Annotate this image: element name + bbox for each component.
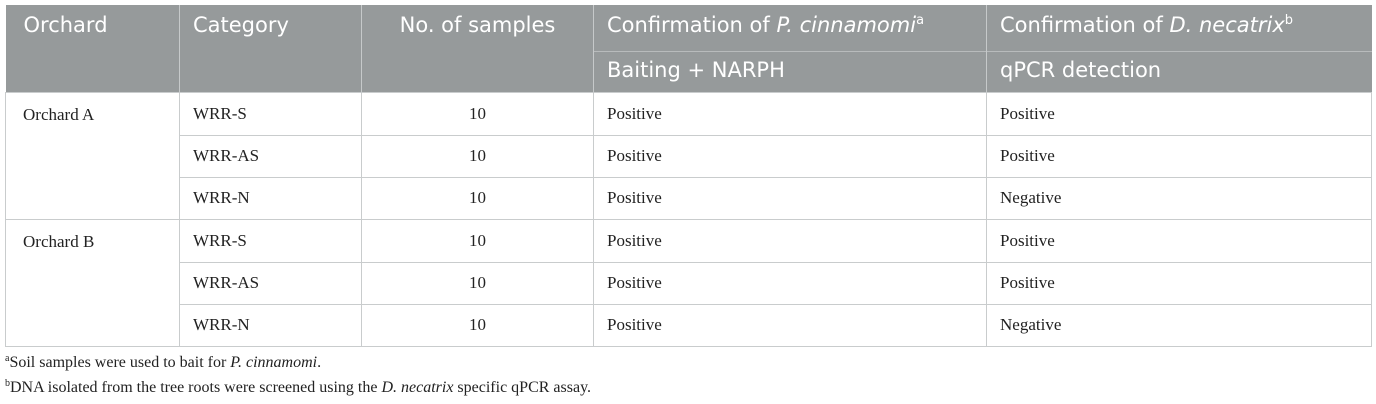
header-confirm-prefix: Confirmation of [607, 13, 777, 37]
pcinnamomi-cell: Positive [593, 303, 987, 347]
table-header: Orchard Category No. of samples Confirma… [5, 5, 1372, 92]
dnecatrix-cell: Positive [986, 91, 1372, 136]
footnote-species: P. cinnamomi [230, 354, 318, 371]
dnecatrix-cell: Positive [986, 134, 1372, 178]
footnote-mark: a [916, 13, 925, 28]
header-confirm-pcinnamomi: Confirmation of P. cinnamomia [593, 5, 987, 51]
footnote-mark: a [5, 353, 10, 364]
header-orchard: Orchard [5, 5, 180, 51]
category-cell: WRR-N [179, 303, 362, 347]
category-cell: WRR-S [179, 91, 362, 136]
footnote-a: aSoil samples were used to bait for P. c… [5, 353, 321, 372]
header-confirm-dnecatrix: Confirmation of D. necatrixb [986, 5, 1372, 51]
category-cell: WRR-N [179, 176, 362, 220]
footnote-text: Soil samples were used to bait for [9, 354, 231, 371]
samples-cell: 10 [361, 134, 594, 178]
footnote-b: bDNA isolated from the tree roots were s… [5, 378, 591, 397]
table-row: WRR-AS 10 Positive Positive [6, 261, 1372, 305]
samples-cell: 10 [361, 91, 594, 136]
footnote-mark: b [1284, 13, 1294, 28]
footnote-end: specific qPCR assay. [453, 379, 592, 396]
category-cell: WRR-AS [179, 134, 362, 178]
header-samples: No. of samples [361, 5, 594, 51]
samples-cell: 10 [361, 176, 594, 220]
dnecatrix-cell: Positive [986, 218, 1372, 263]
samples-cell: 10 [361, 261, 594, 305]
samples-cell: 10 [361, 218, 594, 263]
header-empty [179, 51, 362, 92]
pcinnamomi-cell: Positive [593, 91, 987, 136]
pcinnamomi-cell: Positive [593, 134, 987, 178]
header-empty [5, 51, 180, 92]
samples-cell: 10 [361, 303, 594, 347]
header-method-pcinnamomi: Baiting + NARPH [593, 50, 987, 92]
header-species: P. cinnamomi [776, 13, 917, 37]
header-species: D. necatrix [1169, 13, 1285, 37]
pcinnamomi-cell: Positive [593, 176, 987, 220]
footnote-species: D. necatrix [381, 379, 454, 396]
results-table: Orchard Category No. of samples Confirma… [5, 5, 1372, 347]
pcinnamomi-cell: Positive [593, 261, 987, 305]
category-cell: WRR-AS [179, 261, 362, 305]
dnecatrix-cell: Negative [986, 176, 1372, 220]
footnote-end: . [317, 354, 322, 371]
footnote-text: DNA isolated from the tree roots were sc… [10, 379, 382, 396]
table-row: WRR-N 10 Positive Negative [6, 303, 1372, 347]
table-row: WRR-N 10 Positive Negative [6, 176, 1372, 220]
header-category: Category [179, 5, 362, 51]
dnecatrix-cell: Negative [986, 303, 1372, 347]
header-empty [361, 51, 594, 92]
header-method-dnecatrix: qPCR detection [986, 50, 1372, 92]
dnecatrix-cell: Positive [986, 261, 1372, 305]
orchard-cell: Orchard A [5, 91, 180, 220]
table-row: WRR-AS 10 Positive Positive [6, 134, 1372, 178]
table-body: Orchard A WRR-S 10 Positive Positive WRR… [5, 91, 1372, 347]
pcinnamomi-cell: Positive [593, 218, 987, 263]
category-cell: WRR-S [179, 218, 362, 263]
header-row-methods: Baiting + NARPH qPCR detection [5, 50, 1372, 92]
header-confirm-prefix: Confirmation of [1000, 13, 1170, 37]
orchard-cell: Orchard B [5, 218, 180, 347]
footnote-mark: b [5, 378, 10, 389]
header-row-main: Orchard Category No. of samples Confirma… [5, 5, 1372, 51]
table-row: Orchard A WRR-S 10 Positive Positive [5, 91, 1372, 220]
table-row: Orchard B WRR-S 10 Positive Positive [5, 218, 1372, 347]
